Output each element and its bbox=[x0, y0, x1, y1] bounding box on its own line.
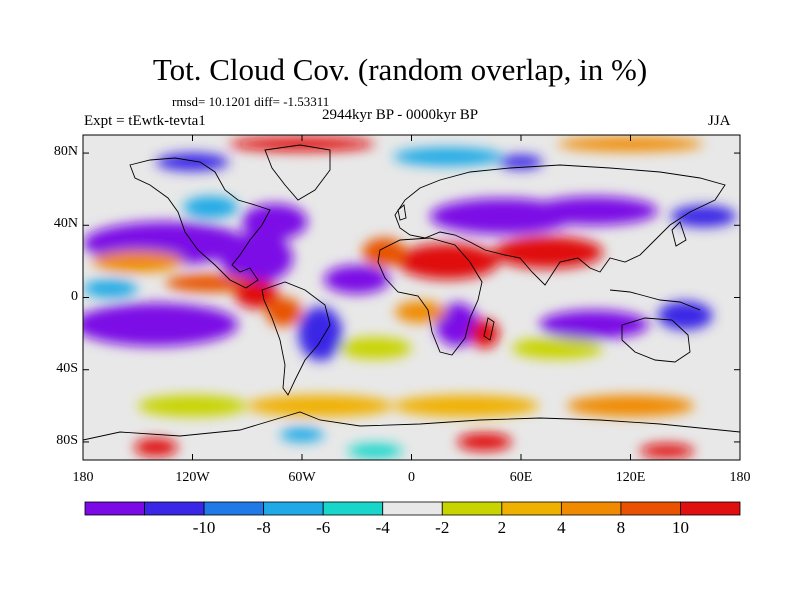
field-anomaly-27 bbox=[566, 395, 695, 417]
field-anomaly-34 bbox=[229, 136, 375, 152]
colorbar-bin-4 bbox=[322, 501, 384, 516]
colorbar-label-7: 8 bbox=[616, 518, 626, 537]
colorbar-label-2: -6 bbox=[316, 518, 331, 537]
experiment-label: Expt = tEwtk-tevta1 bbox=[84, 113, 206, 129]
field-anomaly-19 bbox=[493, 236, 604, 269]
colorbar-bin-3 bbox=[263, 501, 324, 516]
field-anomaly-20 bbox=[362, 237, 407, 267]
colorbar-label-6: 4 bbox=[557, 518, 566, 537]
colorbar-label-0: -10 bbox=[192, 518, 216, 537]
colorbar bbox=[84, 501, 741, 516]
field-anomaly-6 bbox=[435, 302, 480, 347]
colorbar-bin-0 bbox=[84, 501, 145, 516]
colorbar-label-5: 2 bbox=[497, 518, 507, 537]
field-layer bbox=[83, 136, 737, 459]
field-anomaly-11 bbox=[670, 205, 737, 228]
field-anomaly-33 bbox=[280, 427, 324, 442]
colorbar-label-4: -2 bbox=[435, 518, 450, 537]
colorbar-label-8: 10 bbox=[671, 518, 689, 537]
colorbar-bin-2 bbox=[203, 501, 265, 516]
field-anomaly-2 bbox=[241, 203, 308, 240]
field-anomaly-14 bbox=[165, 274, 257, 293]
field-anomaly-28 bbox=[137, 395, 248, 417]
coastlines bbox=[83, 144, 740, 441]
chart-title: Tot. Cloud Cov. (random overlap, in %) bbox=[152, 52, 648, 87]
field-anomaly-8 bbox=[530, 196, 658, 226]
field-anomaly-38 bbox=[499, 154, 543, 170]
colorbar-bin-6 bbox=[441, 501, 503, 516]
x-tick-label-6: 180 bbox=[729, 470, 751, 485]
field-anomaly-23 bbox=[338, 337, 412, 359]
colorbar-label-1: -8 bbox=[256, 518, 271, 537]
field-anomaly-13 bbox=[83, 279, 138, 298]
colorbar-bin-1 bbox=[144, 501, 205, 516]
colorbar-bin-5 bbox=[382, 501, 443, 516]
colorbar-bin-7 bbox=[501, 501, 562, 516]
field-anomaly-4 bbox=[323, 265, 390, 294]
field-anomaly-21 bbox=[395, 301, 447, 323]
x-tick-label-0: 180 bbox=[72, 470, 94, 485]
field-anomaly-30 bbox=[457, 432, 512, 451]
colorbar-bin-9 bbox=[620, 501, 681, 516]
field-anomaly-15 bbox=[234, 279, 279, 309]
period-label: 2944kyr BP - 0000kyr BP bbox=[322, 107, 479, 123]
colorbar-bin-10 bbox=[680, 501, 741, 516]
field-anomaly-29 bbox=[134, 438, 178, 457]
x-tick-label-5: 120E bbox=[615, 470, 646, 485]
field-anomaly-10 bbox=[657, 301, 713, 330]
field-anomaly-31 bbox=[639, 443, 695, 459]
axis-ticks bbox=[82, 135, 741, 460]
field-anomaly-3 bbox=[83, 302, 239, 347]
colorbar-label-3: -4 bbox=[375, 518, 390, 537]
x-tick-label-4: 60E bbox=[509, 470, 533, 485]
field-anomaly-35 bbox=[393, 147, 503, 166]
field-anomaly-5 bbox=[298, 306, 343, 361]
y-tick-label-1: 40N bbox=[53, 216, 78, 232]
x-tick-label-1: 120W bbox=[175, 470, 210, 485]
x-tick-label-3: 0 bbox=[408, 470, 415, 485]
x-tick-label-2: 60W bbox=[288, 470, 316, 485]
field-anomaly-37 bbox=[156, 153, 229, 172]
y-tick-label-4: 80S bbox=[56, 432, 78, 448]
stats-text: rmsd= 10.1201 diff= -1.53311 bbox=[172, 94, 330, 109]
y-tick-label-2: 0 bbox=[71, 288, 78, 304]
field-anomaly-16 bbox=[92, 250, 184, 273]
field-anomaly-24 bbox=[511, 337, 604, 359]
field-anomaly-9 bbox=[539, 310, 649, 340]
field-anomaly-18 bbox=[396, 243, 500, 280]
field-anomaly-26 bbox=[393, 395, 540, 417]
colorbar-bin-8 bbox=[560, 501, 622, 516]
field-anomaly-17 bbox=[265, 297, 302, 327]
y-tick-label-3: 40S bbox=[56, 360, 78, 376]
field-anomaly-32 bbox=[347, 443, 403, 459]
season-label: JJA bbox=[708, 113, 731, 129]
field-anomaly-12 bbox=[183, 196, 239, 219]
field-anomaly-36 bbox=[557, 136, 704, 152]
y-tick-label-0: 80N bbox=[53, 144, 78, 160]
field-anomaly-25 bbox=[247, 395, 394, 417]
